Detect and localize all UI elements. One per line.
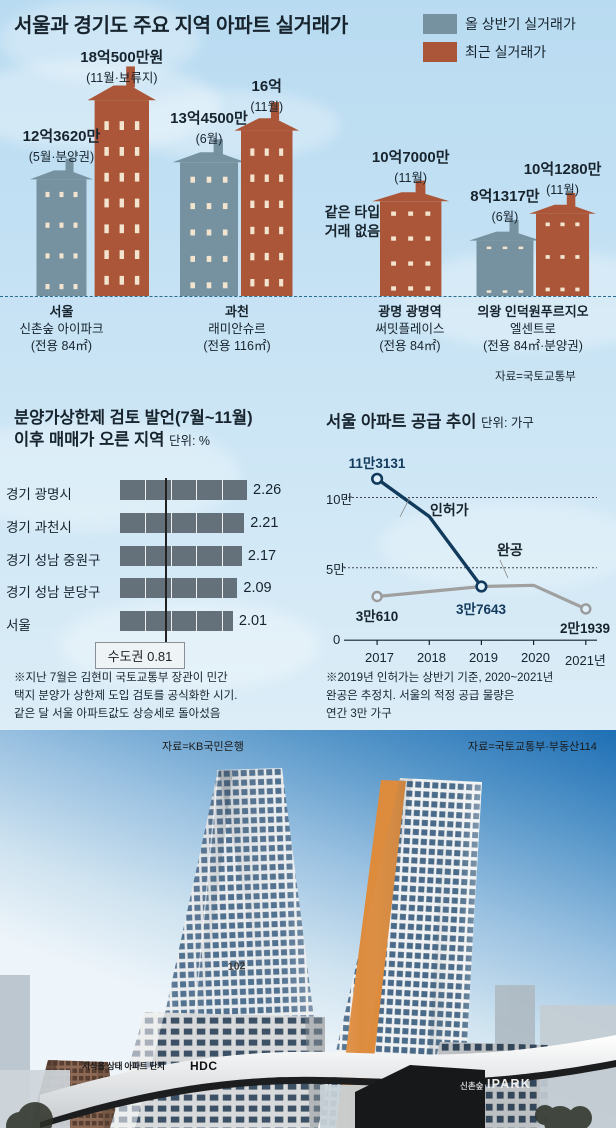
svg-text:102: 102 — [228, 960, 246, 973]
